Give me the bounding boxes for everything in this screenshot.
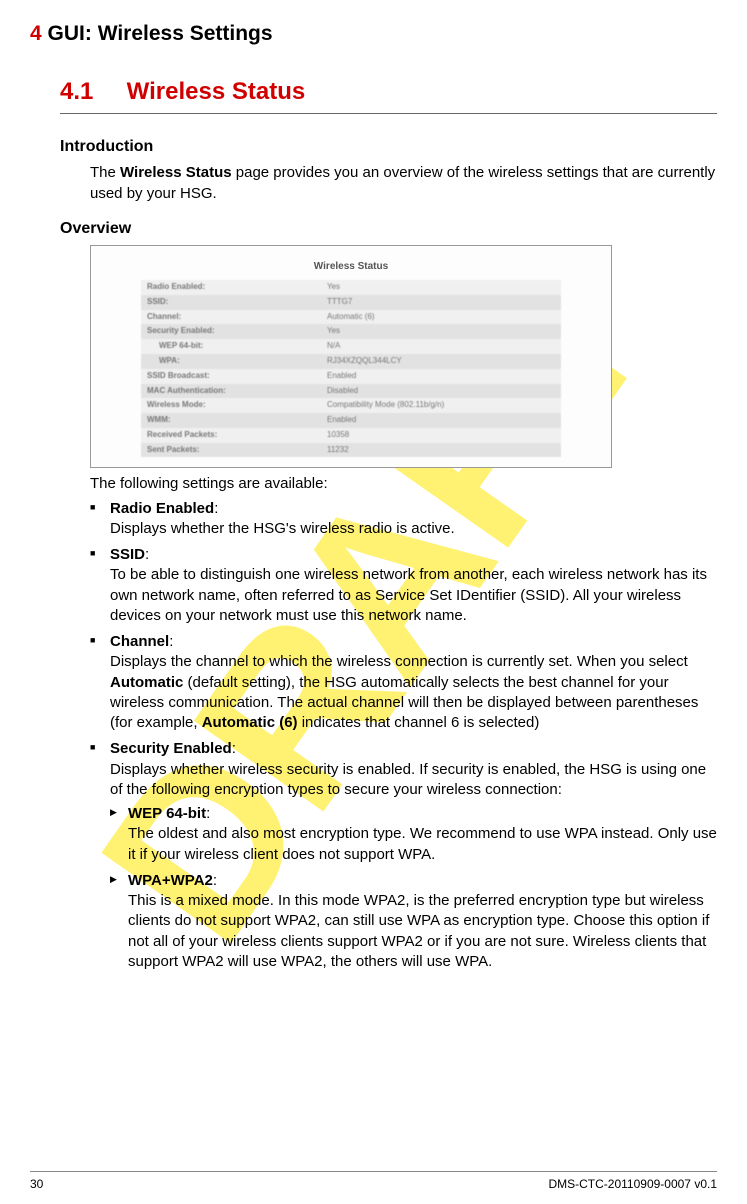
section-heading: 4.1 Wireless Status bbox=[60, 76, 717, 113]
table-value: RJ34XZQQL344LCY bbox=[321, 354, 561, 369]
intro-heading: Introduction bbox=[60, 136, 717, 158]
table-key: WPA: bbox=[141, 354, 321, 369]
item-security-desc: Displays whether wireless security is en… bbox=[110, 761, 706, 798]
item-ssid-desc: To be able to distinguish one wireless n… bbox=[110, 566, 707, 624]
item-channel-auto: Automatic bbox=[110, 674, 183, 691]
page-number: 30 bbox=[30, 1176, 43, 1192]
wireless-status-table: Radio Enabled:YesSSID:TTTG7Channel:Autom… bbox=[141, 280, 561, 458]
item-radio-label: Radio Enabled bbox=[110, 500, 214, 517]
screenshot-panel: Wireless Status Radio Enabled:YesSSID:TT… bbox=[90, 245, 612, 468]
table-row: Channel:Automatic (6) bbox=[141, 310, 561, 325]
table-key: WMM: bbox=[141, 413, 321, 428]
item-radio-enabled: Radio Enabled: Displays whether the HSG'… bbox=[90, 499, 717, 540]
table-row: SSID:TTTG7 bbox=[141, 295, 561, 310]
table-row: WEP 64-bit:N/A bbox=[141, 339, 561, 354]
subitem-wpa: WPA+WPA2: This is a mixed mode. In this … bbox=[110, 871, 717, 972]
subitem-wpa-desc: This is a mixed mode. In this mode WPA2,… bbox=[128, 892, 709, 970]
chapter-number: 4 bbox=[30, 22, 42, 45]
item-security-label: Security Enabled bbox=[110, 740, 232, 757]
table-value: Disabled bbox=[321, 384, 561, 399]
table-value: TTTG7 bbox=[321, 295, 561, 310]
table-key: Wireless Mode: bbox=[141, 398, 321, 413]
table-key: SSID: bbox=[141, 295, 321, 310]
section-title: Wireless Status bbox=[127, 78, 306, 105]
table-key: WEP 64-bit: bbox=[141, 339, 321, 354]
table-row: Sent Packets:11232 bbox=[141, 443, 561, 458]
table-key: Security Enabled: bbox=[141, 324, 321, 339]
table-key: MAC Authentication: bbox=[141, 384, 321, 399]
table-value: N/A bbox=[321, 339, 561, 354]
table-row: Received Packets:10358 bbox=[141, 428, 561, 443]
chapter-title: 4 GUI: Wireless Settings bbox=[30, 20, 717, 48]
subitem-wpa-label: WPA+WPA2 bbox=[128, 872, 213, 889]
screenshot-title: Wireless Status bbox=[101, 260, 601, 274]
intro-paragraph: The Wireless Status page provides you an… bbox=[90, 163, 717, 204]
table-row: MAC Authentication:Disabled bbox=[141, 384, 561, 399]
table-row: Radio Enabled:Yes bbox=[141, 280, 561, 295]
table-row: Wireless Mode:Compatibility Mode (802.11… bbox=[141, 398, 561, 413]
table-value: 10358 bbox=[321, 428, 561, 443]
intro-bold: Wireless Status bbox=[120, 164, 232, 181]
subitem-wep-desc: The oldest and also most encryption type… bbox=[128, 825, 717, 862]
table-value: Enabled bbox=[321, 413, 561, 428]
table-value: Yes bbox=[321, 324, 561, 339]
item-channel-auto6: Automatic (6) bbox=[202, 714, 298, 731]
item-channel-label: Channel bbox=[110, 633, 169, 650]
settings-list: Radio Enabled: Displays whether the HSG'… bbox=[90, 499, 717, 973]
item-radio-desc: Displays whether the HSG's wireless radi… bbox=[110, 520, 455, 537]
content-block: Introduction The Wireless Status page pr… bbox=[60, 136, 717, 973]
intro-pre: The bbox=[90, 164, 120, 181]
table-key: Sent Packets: bbox=[141, 443, 321, 458]
chapter-text: GUI: Wireless Settings bbox=[48, 22, 273, 45]
table-value: Compatibility Mode (802.11b/g/n) bbox=[321, 398, 561, 413]
section-number: 4.1 bbox=[60, 76, 120, 108]
overview-heading: Overview bbox=[60, 218, 717, 240]
table-key: Radio Enabled: bbox=[141, 280, 321, 295]
table-value: Enabled bbox=[321, 369, 561, 384]
overview-caption: The following settings are available: bbox=[90, 474, 717, 494]
table-key: SSID Broadcast: bbox=[141, 369, 321, 384]
item-ssid-label: SSID bbox=[110, 546, 145, 563]
table-value: Automatic (6) bbox=[321, 310, 561, 325]
item-security-enabled: Security Enabled: Displays whether wirel… bbox=[90, 739, 717, 972]
item-ssid: SSID: To be able to distinguish one wire… bbox=[90, 545, 717, 626]
table-key: Channel: bbox=[141, 310, 321, 325]
table-row: WPA:RJ34XZQQL344LCY bbox=[141, 354, 561, 369]
page-content: 4 GUI: Wireless Settings 4.1 Wireless St… bbox=[0, 0, 747, 988]
page-footer: 30 DMS-CTC-20110909-0007 v0.1 bbox=[30, 1171, 717, 1192]
table-value: 11232 bbox=[321, 443, 561, 458]
item-channel-desc-post: indicates that channel 6 is selected) bbox=[298, 714, 540, 731]
subitem-wep: WEP 64-bit: The oldest and also most enc… bbox=[110, 804, 717, 865]
item-channel: Channel: Displays the channel to which t… bbox=[90, 632, 717, 733]
subitem-wep-label: WEP 64-bit bbox=[128, 805, 206, 822]
item-channel-desc-pre: Displays the channel to which the wirele… bbox=[110, 653, 688, 670]
table-row: SSID Broadcast:Enabled bbox=[141, 369, 561, 384]
table-row: Security Enabled:Yes bbox=[141, 324, 561, 339]
doc-id: DMS-CTC-20110909-0007 v0.1 bbox=[548, 1176, 717, 1192]
security-sublist: WEP 64-bit: The oldest and also most enc… bbox=[110, 804, 717, 972]
table-value: Yes bbox=[321, 280, 561, 295]
table-row: WMM:Enabled bbox=[141, 413, 561, 428]
table-key: Received Packets: bbox=[141, 428, 321, 443]
